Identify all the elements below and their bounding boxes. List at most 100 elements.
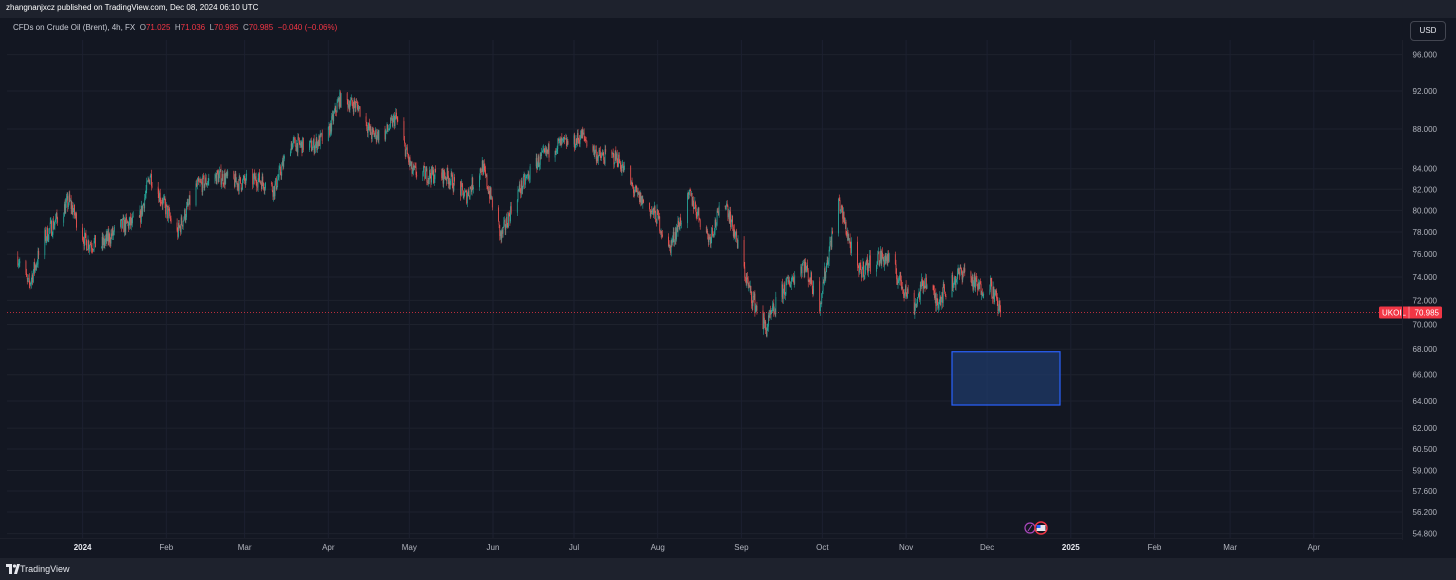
candle-body: [851, 241, 852, 254]
candle-body: [222, 174, 224, 185]
candle-body: [415, 166, 417, 175]
candle-body: [49, 228, 50, 230]
candle-body: [727, 205, 729, 218]
candle-body: [771, 311, 773, 313]
candle-body: [350, 100, 351, 106]
candle-body: [263, 182, 264, 189]
candle-body: [205, 177, 207, 186]
candle-body: [435, 168, 437, 173]
candle-body: [107, 230, 108, 241]
candle-body: [924, 285, 926, 289]
candle-body: [830, 240, 832, 248]
candle-body: [199, 181, 201, 183]
candle-body: [408, 156, 410, 163]
candle-body: [762, 310, 764, 330]
candle-body: [672, 231, 674, 239]
candle-body: [92, 249, 94, 251]
candle-body: [863, 261, 864, 277]
candle-body: [642, 199, 644, 204]
candle-body: [876, 261, 878, 265]
chart-frame: [0, 18, 1456, 558]
candle-body: [33, 262, 35, 272]
currency-button[interactable]: USD: [1410, 21, 1446, 41]
candle-body: [454, 177, 455, 182]
candle-body: [903, 293, 905, 296]
candle-body: [604, 149, 606, 164]
candle-body: [670, 245, 671, 253]
high-label: H: [174, 23, 181, 32]
candle-body: [678, 225, 680, 229]
candle-body: [956, 279, 958, 281]
candle-body: [486, 174, 488, 187]
candle-body: [207, 183, 208, 185]
candle-body: [906, 293, 908, 298]
candle-body: [487, 186, 488, 190]
candle-body: [240, 177, 241, 184]
candle-body: [735, 231, 737, 236]
candle-body: [275, 178, 277, 185]
candle-body: [180, 226, 181, 233]
candle-body: [857, 241, 858, 266]
footer-bar: TradingView: [0, 558, 1456, 580]
candle-body: [223, 173, 225, 185]
candle-body: [36, 264, 38, 268]
candle-body: [660, 231, 661, 233]
candle-body: [560, 137, 562, 146]
candle-body: [705, 226, 707, 232]
candle-body: [317, 141, 319, 146]
candle-body: [668, 236, 669, 247]
candle-body: [124, 219, 126, 232]
candle-body: [422, 172, 424, 177]
candle-body: [312, 145, 314, 150]
candle-body: [377, 131, 378, 139]
candle-body: [766, 328, 768, 337]
candle-body: [489, 190, 491, 199]
price-tick-label: 96.000: [1413, 51, 1438, 60]
candle-body: [182, 220, 184, 227]
candle-body: [907, 288, 908, 298]
candle-body: [843, 211, 845, 223]
candle-body: [920, 284, 922, 287]
candle-body: [262, 176, 264, 183]
candle-body: [146, 181, 148, 191]
candle-body: [584, 136, 586, 139]
candle-body: [409, 157, 411, 166]
candle-body: [69, 194, 71, 201]
candle-body: [539, 154, 541, 165]
candle-body: [256, 182, 258, 187]
candle-body: [374, 134, 376, 137]
candle-body: [427, 178, 429, 183]
candle-body: [484, 166, 486, 170]
candle-body: [338, 98, 339, 102]
candle-body: [88, 247, 90, 250]
candle-body: [786, 278, 788, 282]
candle-body: [658, 216, 660, 219]
candle-body: [562, 139, 563, 141]
candle-body: [825, 272, 827, 279]
candle-body: [238, 176, 240, 191]
candle-body: [547, 149, 549, 152]
candle-body: [413, 165, 415, 168]
candle-body: [726, 203, 727, 207]
candle-body: [902, 286, 904, 290]
candle-body: [769, 310, 771, 318]
candle-body: [151, 173, 152, 186]
candle-body: [313, 139, 315, 153]
candle-body: [346, 93, 348, 101]
candle-body: [204, 183, 206, 188]
candle-body: [649, 202, 650, 210]
candle-body: [294, 138, 295, 140]
candle-body: [387, 124, 389, 130]
candle-body: [536, 158, 538, 170]
price-tick-label: 82.000: [1413, 185, 1438, 194]
candle-body: [109, 233, 110, 243]
candle-body: [630, 181, 632, 185]
candle-body: [395, 112, 397, 117]
candle-body: [997, 300, 999, 311]
last-price-value: 70.985: [1415, 309, 1440, 318]
candle-body: [479, 168, 481, 176]
candle-body: [298, 137, 300, 143]
candle-body: [500, 231, 501, 237]
candle-body: [753, 293, 755, 298]
